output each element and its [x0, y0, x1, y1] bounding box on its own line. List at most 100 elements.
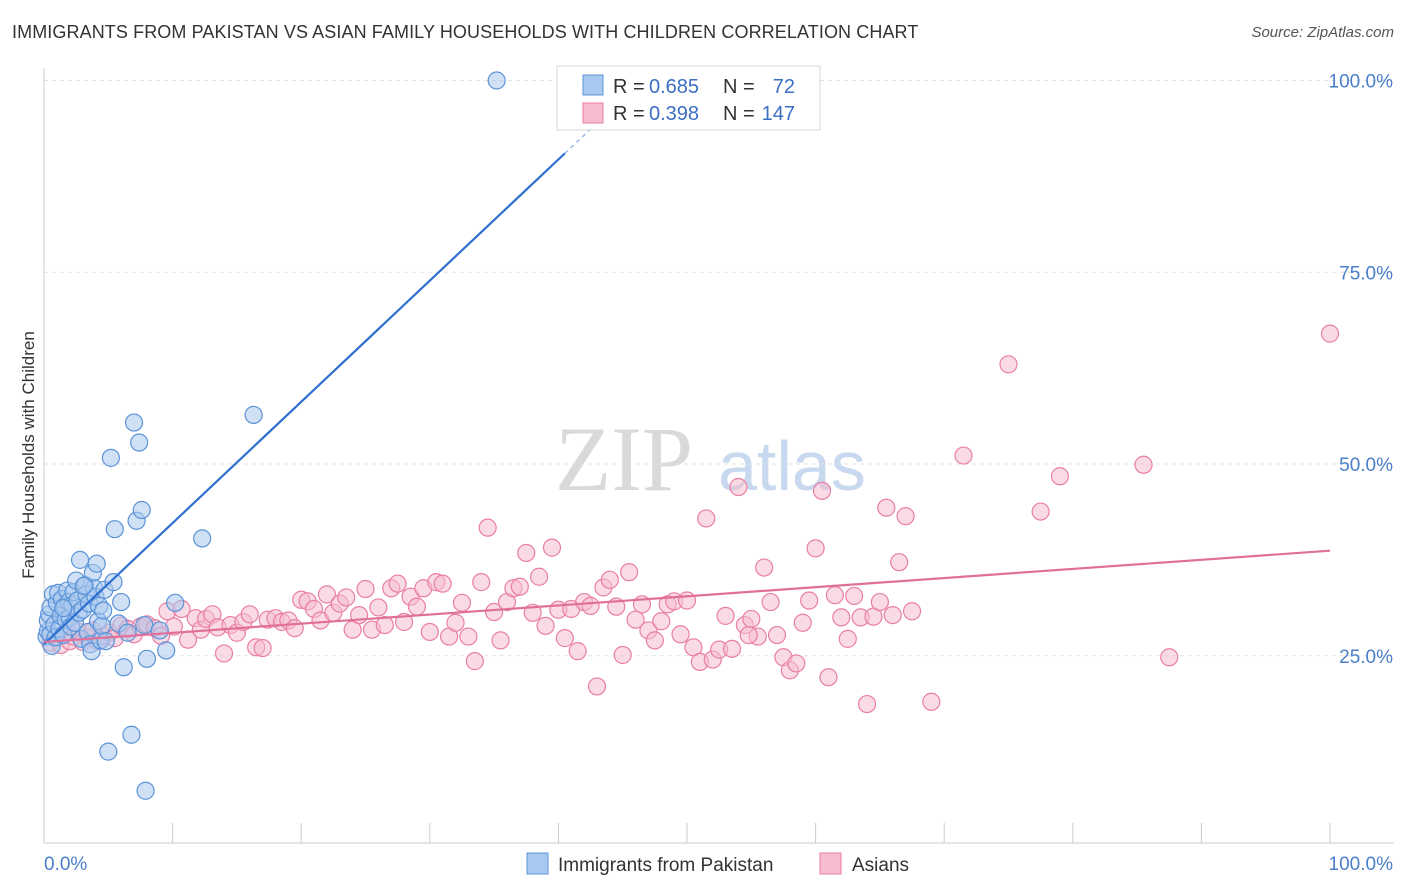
series-legend: Immigrants from Pakistan Asians: [526, 852, 909, 876]
asians-point: [722, 639, 742, 658]
legend-swatch-pakistan: [526, 852, 549, 875]
asians-point: [1320, 324, 1340, 343]
asians-point: [883, 605, 902, 625]
pakistan-point: [99, 742, 118, 761]
y-tick-label-1: 50.0%: [1339, 455, 1393, 476]
chart-title: IMMIGRANTS FROM PAKISTAN VS ASIAN FAMILY…: [12, 22, 919, 42]
asians-point: [800, 591, 819, 610]
trend-lines: [43, 86, 1331, 646]
pakistan-point: [193, 529, 212, 548]
asians-point: [285, 619, 304, 638]
pakistan-point: [94, 601, 113, 620]
asians-point: [652, 612, 671, 631]
asians-point: [356, 579, 375, 599]
legend-swatch-asians: [819, 852, 842, 875]
asians-point: [1050, 467, 1070, 486]
pakistan-point: [54, 599, 73, 618]
asians-point: [478, 518, 497, 537]
asians-point: [845, 586, 864, 606]
asians-point: [767, 625, 787, 645]
pakistan-points: [37, 71, 506, 800]
pakistan-point: [101, 448, 120, 467]
asians-point: [536, 616, 555, 635]
asians-point: [253, 638, 272, 658]
x-axis-ticks: 0.0% 100.0%: [43, 823, 1394, 875]
asians-point: [510, 577, 529, 596]
stats-legend-r-value-pakistan: 0.685: [649, 76, 699, 98]
asians-point: [902, 602, 922, 621]
asians-point: [806, 539, 825, 558]
pakistan-point: [135, 615, 154, 635]
asians-point: [819, 668, 838, 687]
pakistan-point: [166, 593, 185, 612]
x-tick-label-0: 0.0%: [44, 854, 87, 875]
asians-point: [954, 446, 973, 465]
asians-point: [755, 558, 774, 577]
asians-point: [857, 694, 877, 714]
stats-legend-r-label-asians: R =: [613, 103, 645, 125]
watermark-zip: ZIP: [555, 408, 693, 510]
source-label: Source: ZipAtlas.com: [1251, 24, 1394, 41]
gridlines: [44, 80, 1394, 657]
asians-point: [517, 543, 536, 563]
asians-point: [465, 652, 484, 671]
pakistan-point: [112, 592, 131, 612]
asians-point: [407, 597, 427, 616]
asians-point: [877, 498, 896, 517]
pakistan-point: [244, 405, 263, 425]
legend-label-asians: Asians: [852, 855, 909, 876]
y-tick-label-0: 25.0%: [1339, 647, 1393, 668]
asians-point: [369, 598, 388, 617]
pakistan-point: [130, 433, 149, 452]
asians-point: [761, 592, 780, 612]
asians-point: [388, 574, 407, 593]
asians-point: [459, 627, 478, 646]
asians-point: [240, 605, 259, 624]
y-axis-label: Family Households with Children: [19, 331, 38, 579]
asians-point: [1160, 648, 1179, 667]
pakistan-point: [96, 632, 115, 651]
asians-point: [581, 596, 600, 615]
asians-point: [337, 588, 356, 607]
stats-legend-n-value-pakistan: 72: [773, 76, 795, 98]
asians-point: [600, 570, 619, 589]
pakistan-point: [92, 616, 111, 635]
pakistan-point: [487, 71, 506, 90]
asians-point: [626, 610, 645, 629]
pakistan-point: [74, 576, 93, 596]
asians-point: [375, 615, 394, 635]
stats-legend: R = 0.685 N = 72 R = 0.398 N = 147: [556, 65, 821, 131]
stats-legend-swatch-pakistan: [582, 74, 604, 96]
asians-point: [870, 592, 890, 612]
asians-point: [716, 606, 735, 625]
pakistan-point: [122, 725, 141, 744]
asians-point: [491, 631, 510, 650]
asians-point: [530, 567, 549, 586]
stats-legend-swatch-asians: [582, 102, 604, 124]
asians-point: [787, 654, 806, 673]
asians-point: [645, 631, 664, 650]
stats-legend-r-label-pakistan: R =: [613, 76, 645, 98]
asians-point: [433, 574, 452, 593]
pakistan-point: [87, 554, 106, 573]
pakistan-point: [132, 500, 151, 520]
asians-point: [742, 609, 761, 629]
asians-point: [568, 642, 587, 661]
pakistan-point: [150, 621, 169, 640]
asians-point: [613, 645, 632, 665]
asians-point: [317, 585, 337, 604]
asians-point: [739, 625, 758, 645]
asians-point: [452, 593, 472, 612]
pakistan-point: [70, 550, 90, 569]
asians-point: [472, 573, 491, 592]
asians-point: [890, 553, 909, 572]
asians-trend-line: [43, 549, 1331, 644]
asians-point: [729, 477, 748, 497]
asians-point: [214, 644, 234, 663]
pakistan-trend-line: [43, 152, 566, 646]
y-tick-label-3: 100.0%: [1329, 72, 1394, 93]
asians-point: [677, 591, 697, 610]
x-tick-label-1: 100.0%: [1329, 854, 1394, 875]
asians-point: [587, 677, 607, 696]
